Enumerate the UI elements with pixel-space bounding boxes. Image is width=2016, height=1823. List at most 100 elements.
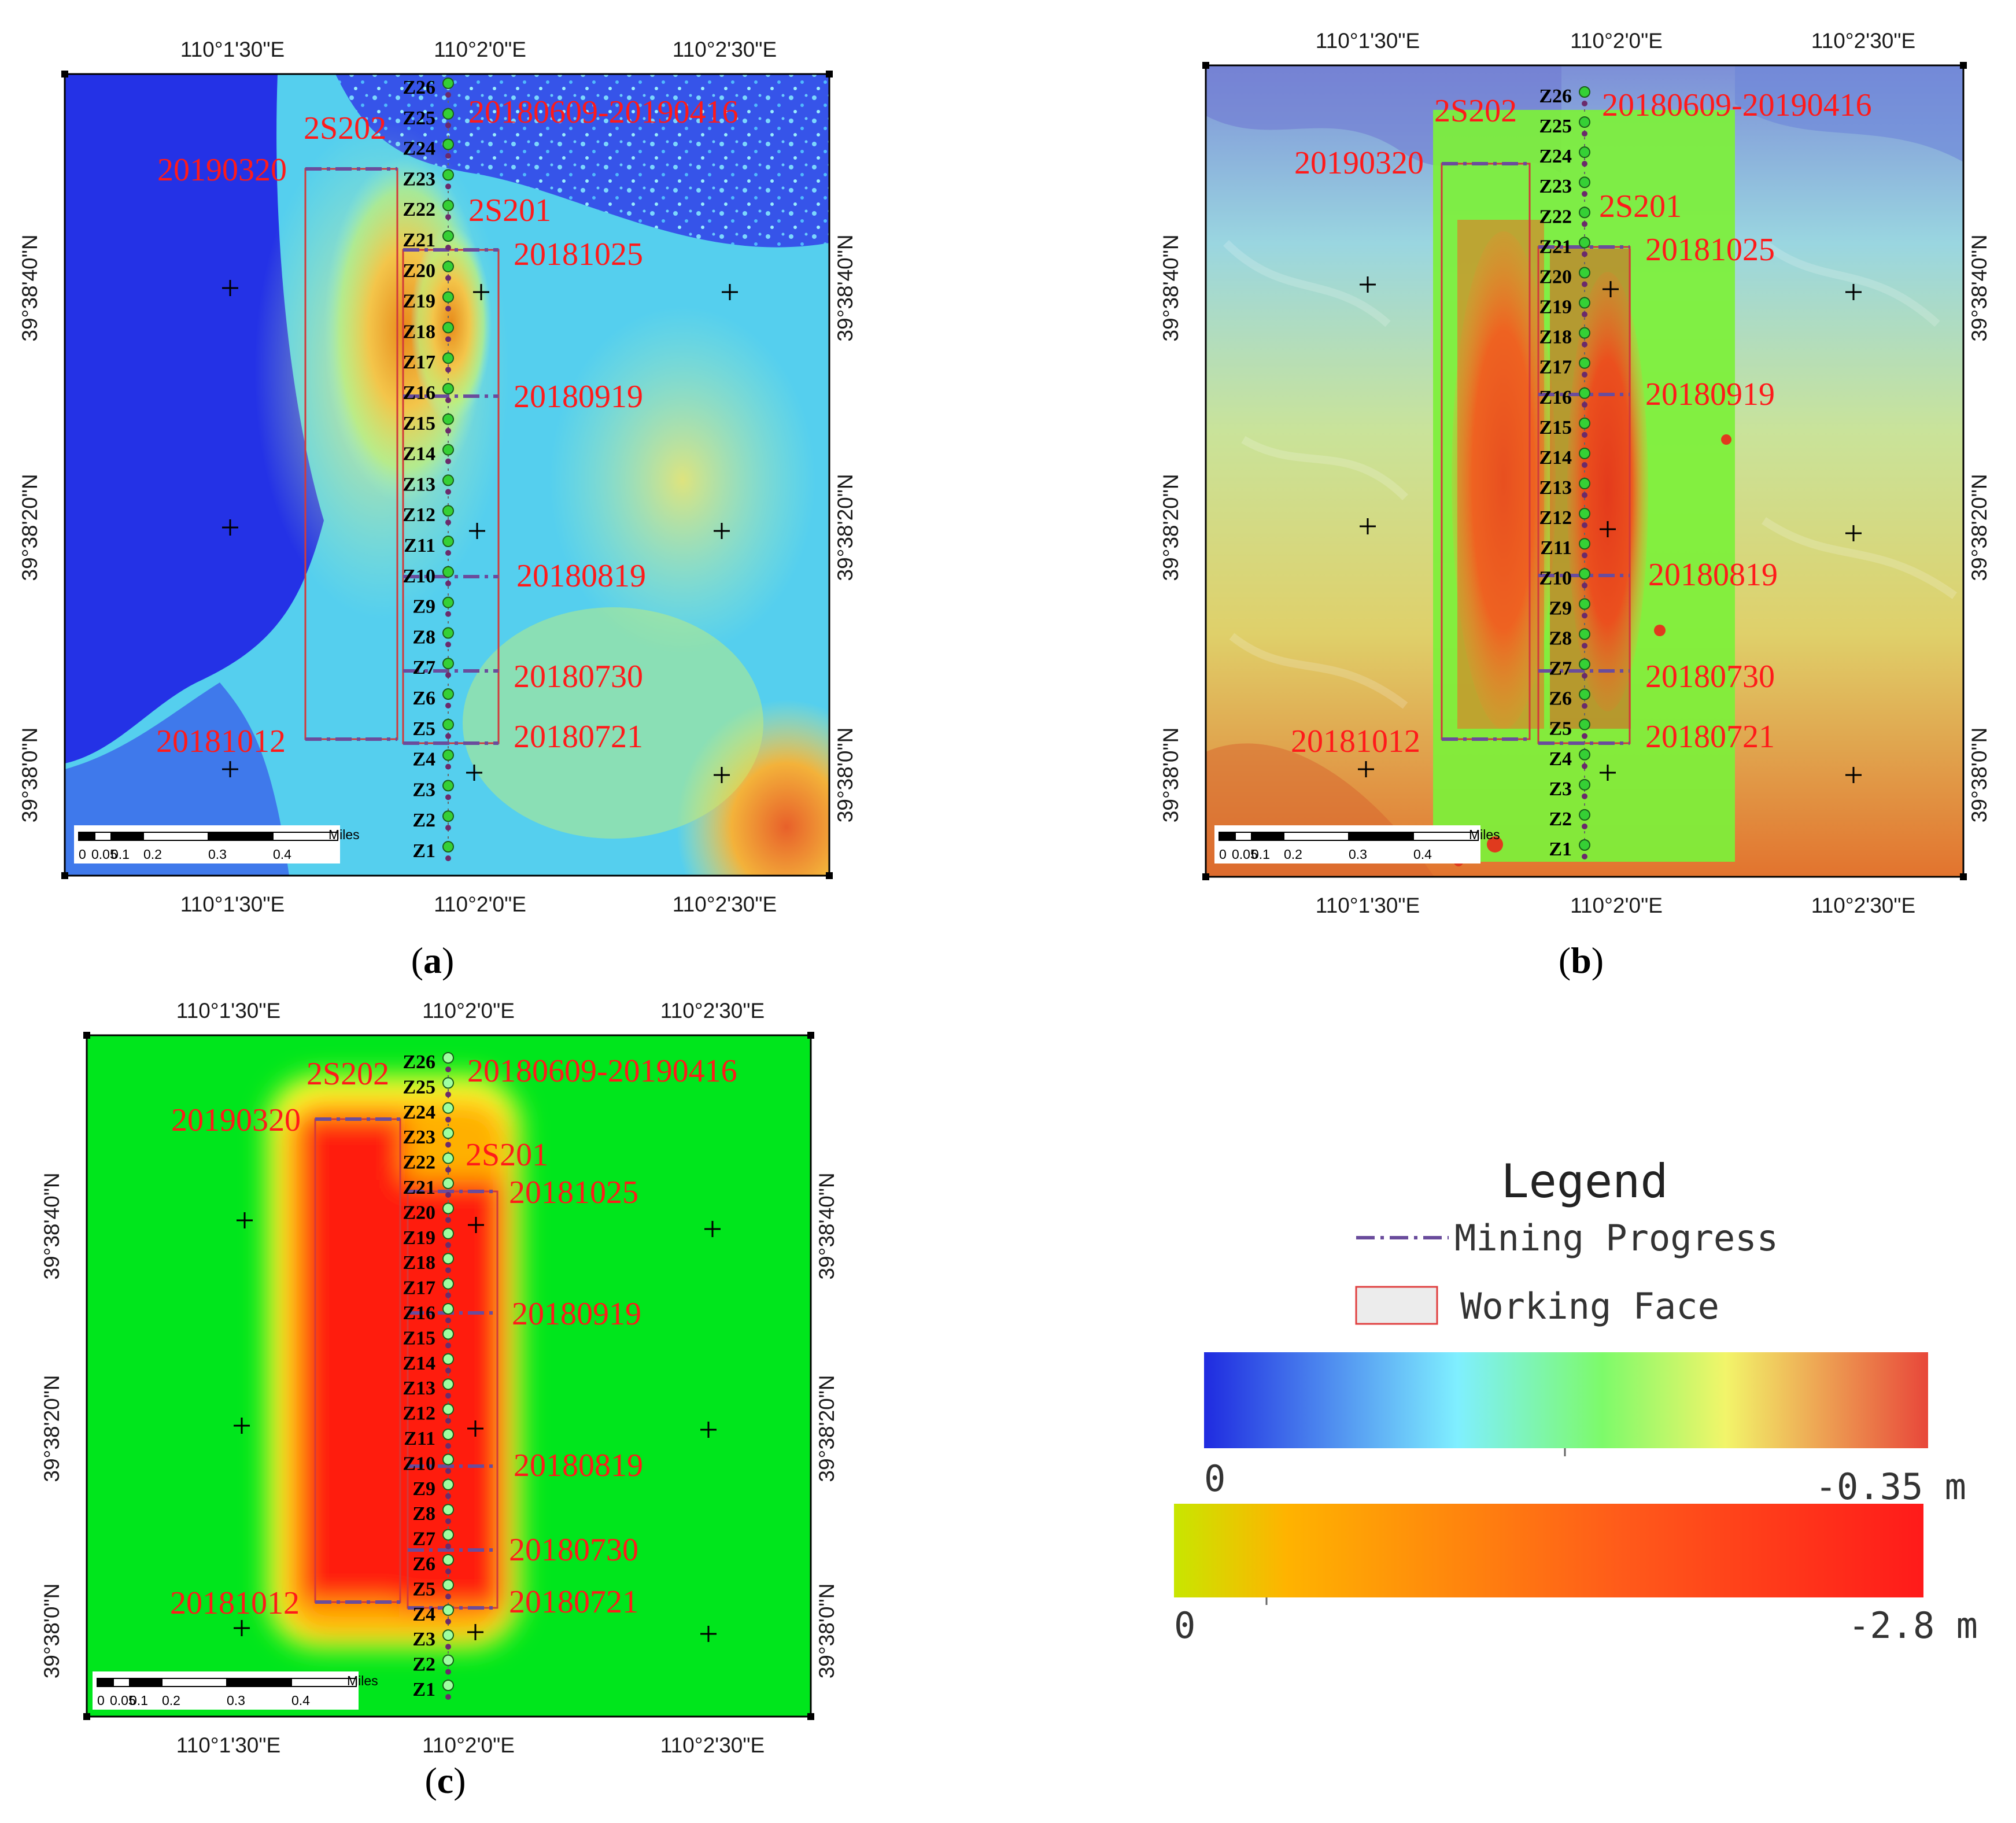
frame-corner (1202, 873, 1209, 880)
monitoring-point-label: Z5 (412, 718, 435, 740)
monitoring-point-label: Z9 (412, 596, 435, 618)
monitoring-point-marker (442, 78, 454, 89)
monitoring-point-label: Z12 (403, 1403, 435, 1425)
progress-date-d5: 20180721 (509, 1584, 638, 1620)
monitoring-point-label: Z14 (1539, 447, 1572, 468)
monitoring-point-pin (445, 794, 451, 800)
monitoring-point-pin (445, 1242, 451, 1248)
scalebar-segment (1283, 832, 1349, 841)
graticule-cross (1360, 276, 1376, 293)
monitoring-point-label: Z5 (1549, 718, 1572, 740)
monitoring-point-pin (445, 275, 451, 281)
monitoring-point-marker (442, 749, 454, 761)
monitoring-point-pin (1582, 251, 1587, 257)
monitoring-point-marker (1579, 809, 1590, 821)
monitoring-point-marker (442, 260, 454, 272)
monitoring-point-pin (445, 122, 451, 128)
monitoring-point-marker (1579, 748, 1590, 761)
monitoring-point-pin (445, 458, 451, 464)
monitoring-point-label: Z3 (412, 779, 435, 800)
monitoring-point-marker (1579, 538, 1590, 550)
ramp2-min-label: 0 (1174, 1604, 1195, 1647)
working-face-2S201 (402, 249, 500, 744)
graticule-cross (722, 284, 738, 300)
monitoring-point-label: Z21 (403, 230, 435, 251)
monitoring-point-label: Z23 (1539, 176, 1572, 197)
scalebar-tick: 0.4 (1413, 847, 1432, 862)
monitoring-point-marker (442, 1328, 454, 1340)
scalebar-tick: 0.2 (143, 847, 162, 862)
monitoring-point-label: Z25 (1539, 116, 1572, 137)
monitoring-point-pin (1582, 673, 1587, 679)
panel-tag-letter: b (1571, 940, 1592, 981)
monitoring-point-pin (445, 1418, 451, 1424)
monitoring-point-pin (1582, 191, 1587, 197)
graticule-cross (1845, 525, 1862, 541)
monitoring-point-label: Z8 (412, 1503, 435, 1525)
monitoring-point-marker (442, 1227, 454, 1239)
monitoring-point-label: Z25 (403, 108, 435, 129)
monitoring-point-pin (445, 1393, 451, 1399)
frame-corner (1960, 873, 1967, 880)
scalebar-segment (94, 832, 112, 841)
monitoring-point-label: Z1 (412, 1679, 435, 1700)
monitoring-point-label: Z12 (1539, 507, 1572, 529)
monitoring-point-pin (1582, 431, 1587, 438)
monitoring-point-pin (1582, 341, 1587, 348)
monitoring-point-label: Z20 (1539, 266, 1572, 287)
monitoring-point-label: Z10 (403, 566, 435, 587)
monitoring-point-pin (445, 1318, 451, 1323)
monitoring-point-label: Z8 (412, 626, 435, 648)
lon-label-top: 110°2'30"E (673, 38, 777, 61)
progress-date-bottom_left: 20181012 (170, 1585, 300, 1621)
monitoring-point-label: Z23 (403, 168, 435, 190)
monitoring-point-label: Z6 (412, 688, 435, 709)
lat-label-right: 39°38'20"N (1967, 474, 1991, 581)
frame-corner (826, 71, 833, 78)
monitoring-point-label: Z14 (403, 444, 435, 465)
scalebar-segment (113, 1678, 130, 1687)
frame-corner (61, 71, 68, 78)
monitoring-point-label: Z25 (403, 1076, 435, 1098)
scalebar-tick: 0.1 (111, 847, 130, 862)
lon-label-top: 110°1'30"E (176, 999, 280, 1023)
progress-date-d4: 20180730 (509, 1532, 638, 1568)
face-label-2S201: 2S201 (1599, 189, 1682, 224)
working-face-swatch (1355, 1286, 1438, 1325)
monitoring-point-label: Z9 (1549, 597, 1572, 619)
panel-b-tag: (b) (1559, 940, 1604, 981)
monitoring-point-pin (445, 1694, 451, 1700)
monitoring-point-marker (1579, 237, 1590, 249)
graticule-cross (1358, 761, 1374, 777)
monitoring-point-label: Z11 (404, 535, 435, 556)
monitoring-point-label: Z1 (412, 840, 435, 862)
scalebar-tick: 0.4 (273, 847, 291, 862)
monitoring-point-label: Z9 (412, 1478, 435, 1500)
monitoring-point-label: Z23 (403, 1127, 435, 1148)
period-label: 20180609-20190416 (467, 1053, 737, 1089)
lat-label-right: 39°38'0"N (833, 728, 857, 823)
graticule-cross (222, 519, 238, 536)
monitoring-point-label: Z20 (403, 260, 435, 282)
monitoring-point-pin (445, 1669, 451, 1675)
monitoring-point-label: Z20 (403, 1202, 435, 1223)
monitoring-point-marker (442, 352, 454, 364)
progress-date-d1: 20181025 (1645, 232, 1775, 268)
monitoring-point-pin (445, 1342, 451, 1349)
scalebar-segment (1251, 832, 1284, 841)
progress-date-top_left: 20190320 (171, 1102, 301, 1138)
monitoring-point-marker (1579, 658, 1590, 670)
frame-corner (807, 1032, 814, 1039)
scalebar-tick: 0.3 (227, 1693, 245, 1708)
lon-label-top: 110°1'30"E (1316, 29, 1420, 53)
monitoring-point-pin (1582, 552, 1587, 559)
progress-date-d4: 20180730 (514, 659, 643, 695)
progress-date-top_left: 20190320 (1294, 145, 1424, 181)
lon-label-top: 110°2'30"E (660, 999, 765, 1023)
ramp1-min-label: 0 (1204, 1457, 1225, 1500)
monitoring-point-marker (442, 1429, 454, 1440)
monitoring-point-pin (445, 1167, 451, 1173)
lon-label-bottom: 110°2'0"E (1570, 894, 1663, 917)
monitoring-point-pin (1582, 311, 1587, 318)
monitoring-point-marker (442, 505, 454, 517)
